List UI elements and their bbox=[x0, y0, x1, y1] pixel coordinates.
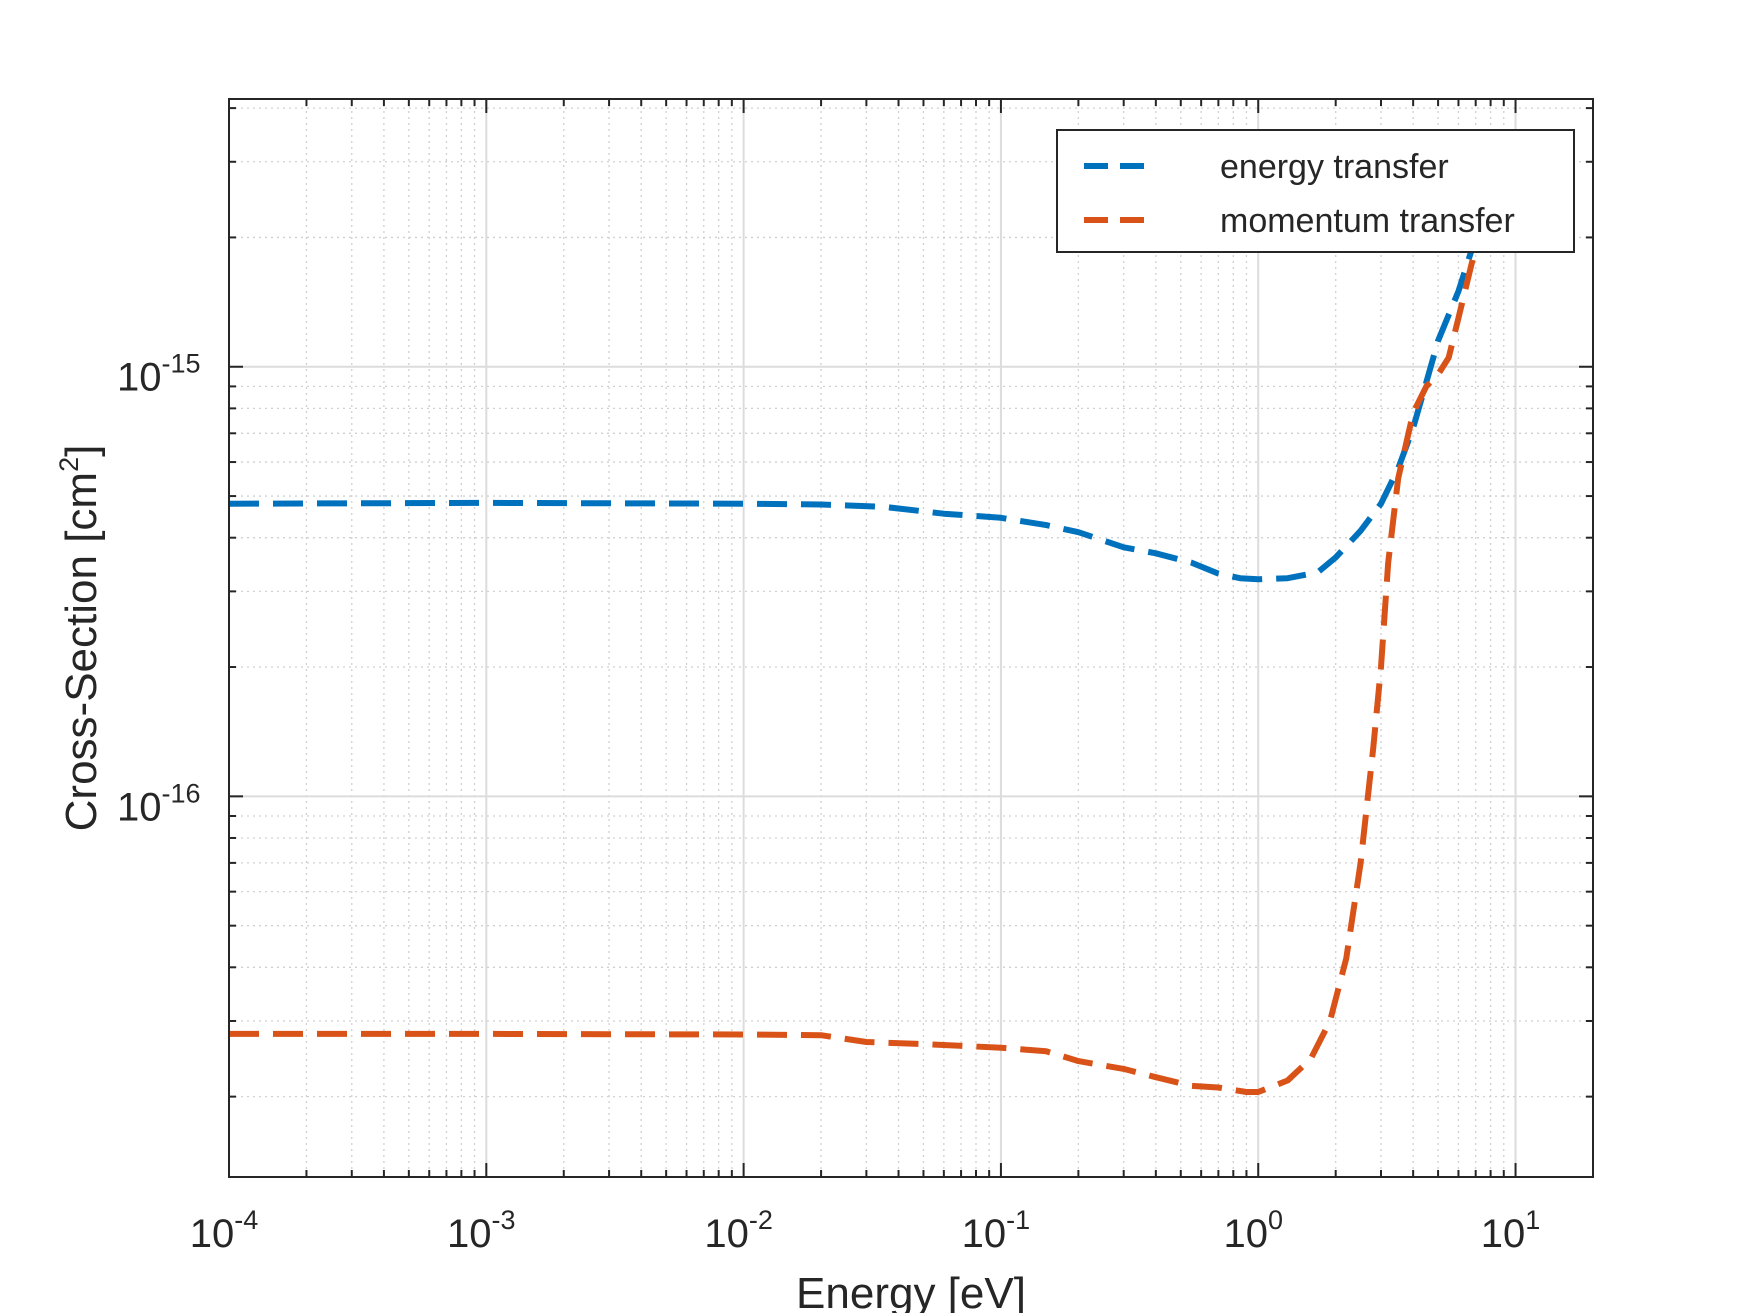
legend-label-energy-transfer: energy transfer bbox=[1220, 148, 1449, 186]
y-tick-label-exponent: -16 bbox=[162, 778, 201, 808]
x-tick-label-base: 10 bbox=[1223, 1212, 1268, 1256]
series-line-energy-transfer bbox=[229, 236, 1479, 583]
y-axis-title-prefix: Cross-Section [cm bbox=[57, 472, 106, 831]
x-tick-label-exponent: -3 bbox=[492, 1205, 516, 1235]
y-axis-title-superscript: 2 bbox=[54, 457, 84, 472]
x-axis-title: Energy [eV] bbox=[796, 1269, 1026, 1313]
x-tick-label-base: 10 bbox=[962, 1212, 1007, 1256]
x-tick-label-base: 10 bbox=[1481, 1212, 1526, 1256]
y-axis-title-suffix: ] bbox=[57, 445, 106, 457]
y-tick-label-base: 10 bbox=[117, 785, 162, 829]
legend: energy transfer momentum transfer bbox=[1056, 129, 1575, 253]
y-tick-label-base: 10 bbox=[117, 356, 162, 400]
x-tick-label: 100 bbox=[1223, 1205, 1283, 1256]
series-layer bbox=[229, 236, 1479, 1095]
x-tick-label-exponent: 0 bbox=[1268, 1205, 1283, 1235]
x-tick-label: 10-2 bbox=[704, 1205, 773, 1256]
x-tick-label-base: 10 bbox=[704, 1212, 749, 1256]
x-tick-label: 10-3 bbox=[447, 1205, 516, 1256]
x-tick-label-exponent: -2 bbox=[749, 1205, 773, 1235]
x-tick-label-base: 10 bbox=[190, 1212, 235, 1256]
x-tick-label-exponent: -1 bbox=[1006, 1205, 1030, 1235]
x-tick-label-base: 10 bbox=[447, 1212, 492, 1256]
x-tick-label: 10-1 bbox=[962, 1205, 1031, 1256]
legend-box bbox=[1056, 129, 1575, 253]
x-tick-label: 10-4 bbox=[190, 1205, 259, 1256]
x-tick-label: 101 bbox=[1481, 1205, 1541, 1256]
y-tick-label-exponent: -15 bbox=[162, 349, 201, 379]
x-tick-label-exponent: 1 bbox=[1525, 1205, 1540, 1235]
plot-frame bbox=[228, 98, 1594, 1178]
y-tick-label: 10-16 bbox=[117, 778, 201, 829]
legend-label-momentum-transfer: momentum transfer bbox=[1220, 202, 1515, 240]
plot-area bbox=[229, 99, 1593, 1177]
y-axis-title: Cross-Section [cm2] bbox=[54, 445, 106, 832]
y-tick-label: 10-15 bbox=[117, 349, 201, 400]
x-tick-label-exponent: -4 bbox=[234, 1205, 258, 1235]
series-line-momentum-transfer bbox=[229, 246, 1479, 1095]
